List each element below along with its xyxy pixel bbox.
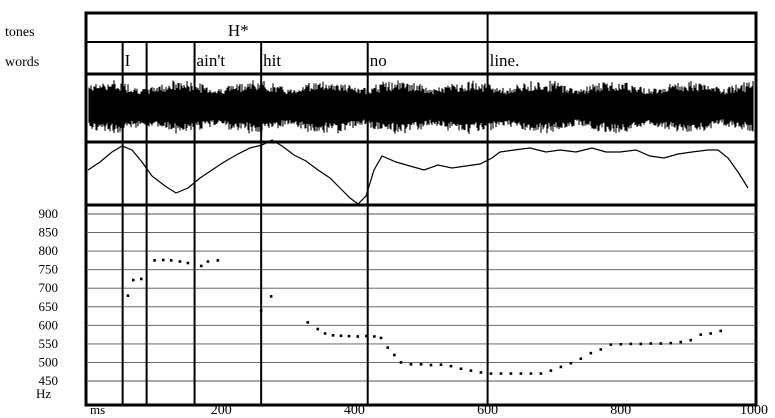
- pitch-tick-label: 750: [39, 262, 59, 277]
- pitch-point: [161, 258, 165, 262]
- pitch-point: [316, 327, 320, 331]
- pitch-point: [449, 364, 453, 368]
- pitch-point: [139, 277, 143, 281]
- pitch-axis-unit: Hz: [36, 386, 51, 401]
- words-tier-label: words: [5, 55, 39, 70]
- time-tick-label: 1000: [740, 403, 768, 418]
- pitch-point: [153, 259, 156, 262]
- time-axis: 200 400 600 800 1000: [211, 403, 768, 418]
- pitch-axis: 900 850 800 750 700 650 600 550 500 450: [39, 206, 59, 388]
- pitch-point: [269, 295, 273, 298]
- pitch-point: [356, 335, 360, 338]
- pitch-point: [386, 346, 389, 349]
- pitch-point: [669, 341, 673, 345]
- pitch-point: [393, 353, 396, 357]
- pitch-tick-label: 850: [39, 225, 59, 240]
- word-boundaries: [121, 13, 489, 405]
- tier-grid: [84, 11, 758, 407]
- word-label: I: [125, 51, 131, 70]
- time-tick-label: 400: [344, 403, 365, 418]
- pitch-point: [259, 309, 263, 312]
- pitch-tick-label: 500: [39, 354, 59, 369]
- pitch-tick-label: 800: [39, 243, 59, 258]
- pitch-tick-label: 600: [39, 317, 59, 332]
- time-tick-label: 200: [211, 403, 232, 418]
- pitch-point: [569, 361, 573, 365]
- pitch-point: [169, 259, 173, 262]
- pitch-point: [679, 340, 683, 344]
- pitch-point: [709, 332, 713, 335]
- pitch-point: [469, 369, 473, 372]
- word-label: line.: [490, 51, 520, 70]
- pitch-tick-label: 650: [39, 299, 59, 314]
- time-tick-label: 800: [610, 403, 631, 418]
- pitch-point: [399, 361, 403, 364]
- pitch-point: [186, 261, 190, 265]
- pitch-point: [373, 335, 376, 338]
- pitch-point: [306, 321, 310, 324]
- time-tick-label: 600: [477, 403, 498, 418]
- word-label: ain't: [197, 51, 226, 70]
- pitch-point: [639, 342, 643, 346]
- pitch-point: [347, 334, 351, 338]
- pitch-point: [559, 365, 563, 369]
- pitch-point: [599, 348, 603, 351]
- pitch-point: [379, 336, 383, 340]
- pitch-point: [459, 367, 463, 371]
- pitch-point: [699, 333, 703, 336]
- pitch-point: [549, 369, 553, 372]
- pitch-point: [131, 278, 135, 282]
- tone-mark-h-star: H*: [228, 21, 249, 40]
- pitch-point: [659, 342, 663, 345]
- tones-tier-label: tones: [5, 25, 35, 40]
- pitch-point: [178, 260, 182, 263]
- pitch-point: [619, 342, 623, 346]
- pitch-point: [339, 334, 343, 338]
- pitch-point: [589, 351, 593, 355]
- pitch-point: [509, 372, 513, 375]
- pitch-point: [419, 363, 423, 366]
- pitch-point: [519, 372, 523, 375]
- figure-frame: [84, 11, 758, 407]
- amplitude-contour: [87, 139, 749, 205]
- pitch-point: [199, 264, 203, 268]
- pitch-point: [579, 357, 583, 361]
- pitch-tick-label: 550: [39, 336, 59, 351]
- pitch-point: [331, 334, 335, 337]
- pitch-point: [539, 372, 543, 375]
- pitch-point: [629, 342, 633, 346]
- pitch-point: [126, 294, 130, 297]
- waveform: [88, 80, 754, 134]
- pitch-points: [126, 258, 722, 375]
- pitch-tick-label: 700: [39, 280, 59, 295]
- pitch-point: [649, 342, 653, 345]
- pitch-point: [489, 372, 493, 375]
- word-label: no: [370, 51, 387, 70]
- pitch-point: [719, 329, 722, 333]
- pitch-point: [499, 372, 503, 375]
- pitch-point: [409, 363, 413, 366]
- pitch-tick-label: 900: [39, 206, 59, 221]
- pitch-gridlines: [86, 213, 756, 382]
- time-axis-unit: ms: [90, 402, 105, 417]
- pitch-point: [479, 371, 483, 374]
- pitch-point: [206, 260, 210, 263]
- word-label: hit: [263, 51, 281, 70]
- pitch-point: [609, 343, 613, 346]
- waveform-signal: [88, 80, 754, 134]
- pitch-point: [323, 332, 327, 335]
- pitch-point: [365, 334, 368, 338]
- pitch-tick-label: 450: [39, 373, 59, 388]
- pitch-point: [216, 259, 220, 262]
- pitch-point: [689, 338, 693, 342]
- pitch-point: [439, 363, 443, 366]
- pitch-point: [429, 363, 433, 367]
- pitch-point: [529, 372, 533, 375]
